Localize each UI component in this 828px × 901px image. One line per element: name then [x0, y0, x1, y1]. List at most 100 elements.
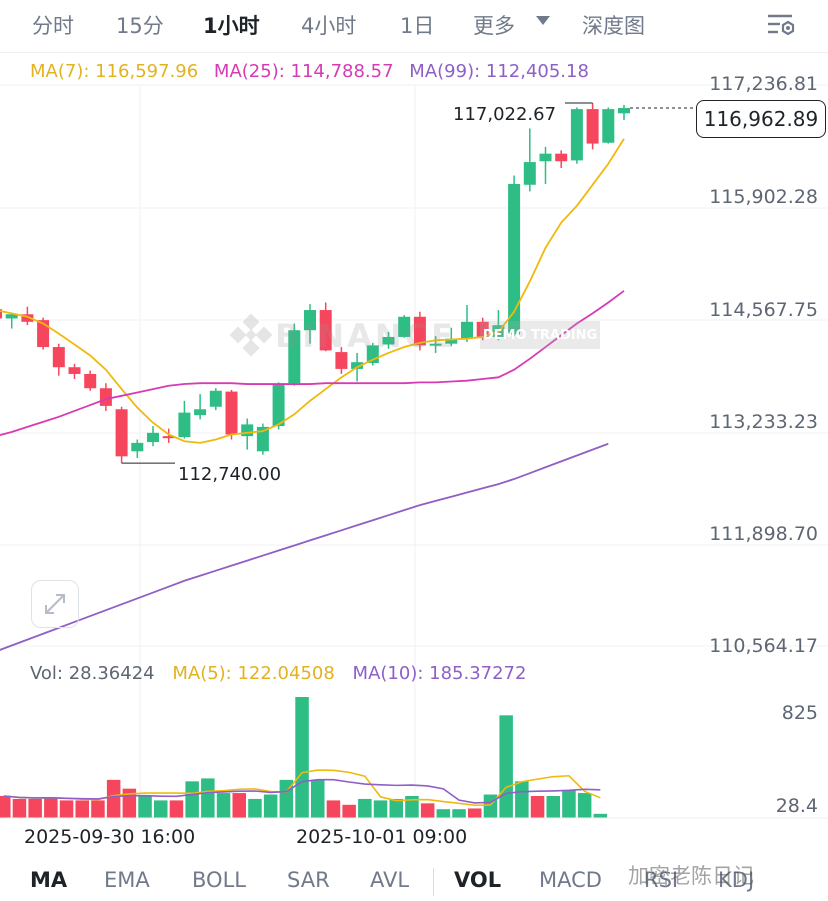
header-divider	[0, 52, 828, 53]
candle-body	[319, 310, 332, 351]
volume-bar	[389, 798, 403, 818]
tab-indicator-sar[interactable]: SAR	[287, 868, 330, 892]
low-price-marker: 112,740.00	[178, 464, 282, 485]
candle-body	[194, 409, 207, 416]
demo-trading-badge: DEMO TRADING	[480, 321, 600, 349]
volume-bar	[499, 715, 513, 818]
volume-bar	[91, 800, 105, 818]
candlestick-chart[interactable]	[0, 0, 828, 860]
tab-1d[interactable]: 1日	[400, 14, 435, 38]
volume-bar	[468, 808, 482, 818]
tab-indicator-ema[interactable]: EMA	[104, 868, 150, 892]
tab-15m[interactable]: 15分	[116, 14, 164, 38]
volume-bar	[358, 798, 372, 818]
candle-body	[241, 424, 254, 437]
candle-body	[413, 316, 426, 346]
tab-indicator-ma[interactable]: MA	[30, 868, 68, 892]
candle-body	[398, 316, 411, 337]
timeframe-tabs: 分时 15分 1小时 4小时 1日 更多 深度图	[0, 0, 828, 52]
tab-fenshi[interactable]: 分时	[32, 14, 74, 38]
candle-body	[99, 388, 112, 406]
candle-body	[272, 384, 285, 427]
fullscreen-button[interactable]	[31, 580, 79, 628]
volume-bar	[452, 809, 466, 818]
volume-bar	[295, 697, 309, 818]
volume-bar	[373, 800, 388, 818]
candle-body	[382, 336, 395, 345]
volume-bar	[483, 794, 498, 818]
candle-body	[178, 412, 191, 438]
chevron-down-icon[interactable]	[536, 16, 550, 25]
volume-bar	[232, 793, 246, 818]
high-price-marker: 117,022.67	[453, 104, 557, 125]
tab-indicator-boll[interactable]: BOLL	[192, 868, 246, 892]
candle-body	[570, 109, 583, 161]
ma-legend: MA(7): 116,597.96 MA(25): 114,788.57 MA(…	[30, 61, 599, 82]
chart-settings-icon[interactable]	[764, 10, 798, 40]
volume-bar	[248, 798, 262, 818]
expand-icon	[45, 594, 65, 614]
tab-1h[interactable]: 1小时	[203, 14, 260, 38]
ma7-legend: MA(7): 116,597.96	[30, 61, 199, 82]
candle-body	[476, 321, 489, 337]
price-axis-label: 115,902.28	[709, 186, 818, 208]
volume-bar	[530, 796, 545, 818]
indicator-tabs: MA EMA BOLL SAR AVL VOL MACD RSI KDJ	[0, 862, 828, 901]
ma99-line	[0, 442, 609, 651]
tab-depth-chart[interactable]: 深度图	[582, 14, 645, 38]
tab-indicator-macd[interactable]: MACD	[539, 868, 602, 892]
volume-bar	[138, 796, 152, 818]
vol-ma5-legend: MA(5): 122.04508	[172, 663, 335, 684]
volume-bar	[311, 779, 325, 818]
volume-axis-label: 28.4	[775, 795, 818, 817]
ma25-line	[0, 290, 625, 437]
candle-body	[508, 183, 521, 335]
volume-bar	[562, 790, 576, 818]
candle-body	[429, 343, 442, 346]
tab-indicator-rsi[interactable]: RSI	[644, 868, 679, 892]
candle-body	[37, 320, 50, 348]
volume-bar	[405, 796, 419, 818]
volume-value: Vol: 28.36424	[30, 663, 155, 684]
tab-indicator-avl[interactable]: AVL	[370, 868, 410, 892]
candle-body	[131, 442, 144, 452]
volume-bar	[75, 800, 89, 818]
volume-bar	[515, 781, 529, 818]
candle-body	[539, 153, 552, 162]
ma7-line	[0, 138, 625, 444]
binance-logo-watermark-icon	[229, 313, 273, 357]
volume-bar	[44, 797, 58, 818]
candle-body	[84, 373, 97, 389]
tab-indicator-kdj[interactable]: KDJ	[718, 868, 755, 892]
candle-body	[21, 314, 34, 322]
candle-body	[256, 426, 269, 452]
tab-4h[interactable]: 4小时	[301, 14, 357, 38]
binance-watermark-text: BINANCE	[275, 317, 456, 355]
volume-bar	[436, 809, 451, 818]
volume-bar	[216, 793, 231, 818]
volume-bar	[154, 800, 168, 818]
candle-body	[288, 330, 301, 384]
volume-bar	[342, 804, 356, 818]
candle-body	[586, 109, 599, 144]
tab-more[interactable]: 更多	[473, 14, 515, 38]
author-watermark: 加密老陈日记	[628, 864, 754, 888]
price-axis-label: 113,233.23	[709, 411, 818, 433]
candle-body	[304, 310, 316, 331]
ma99-legend: MA(99): 112,405.18	[409, 61, 589, 82]
price-axis-label: 111,898.70	[709, 523, 818, 545]
volume-bar	[0, 796, 11, 818]
volume-legend: Vol: 28.36424 MA(5): 122.04508 MA(10): 1…	[30, 663, 538, 684]
volume-bar	[169, 800, 184, 818]
volume-axis-label: 825	[781, 702, 818, 724]
volume-bar	[546, 796, 560, 818]
current-price-tag[interactable]: 116,962.89	[696, 100, 826, 138]
volume-bar	[106, 779, 121, 818]
volume-bar	[185, 781, 199, 818]
time-axis-label: 2025-09-30 16:00	[24, 826, 196, 848]
time-axis-label: 2025-10-01 09:00	[296, 826, 468, 848]
indicator-divider	[433, 868, 434, 896]
candle-body	[115, 409, 128, 457]
candle-body	[445, 338, 458, 344]
tab-indicator-vol[interactable]: VOL	[454, 868, 502, 892]
